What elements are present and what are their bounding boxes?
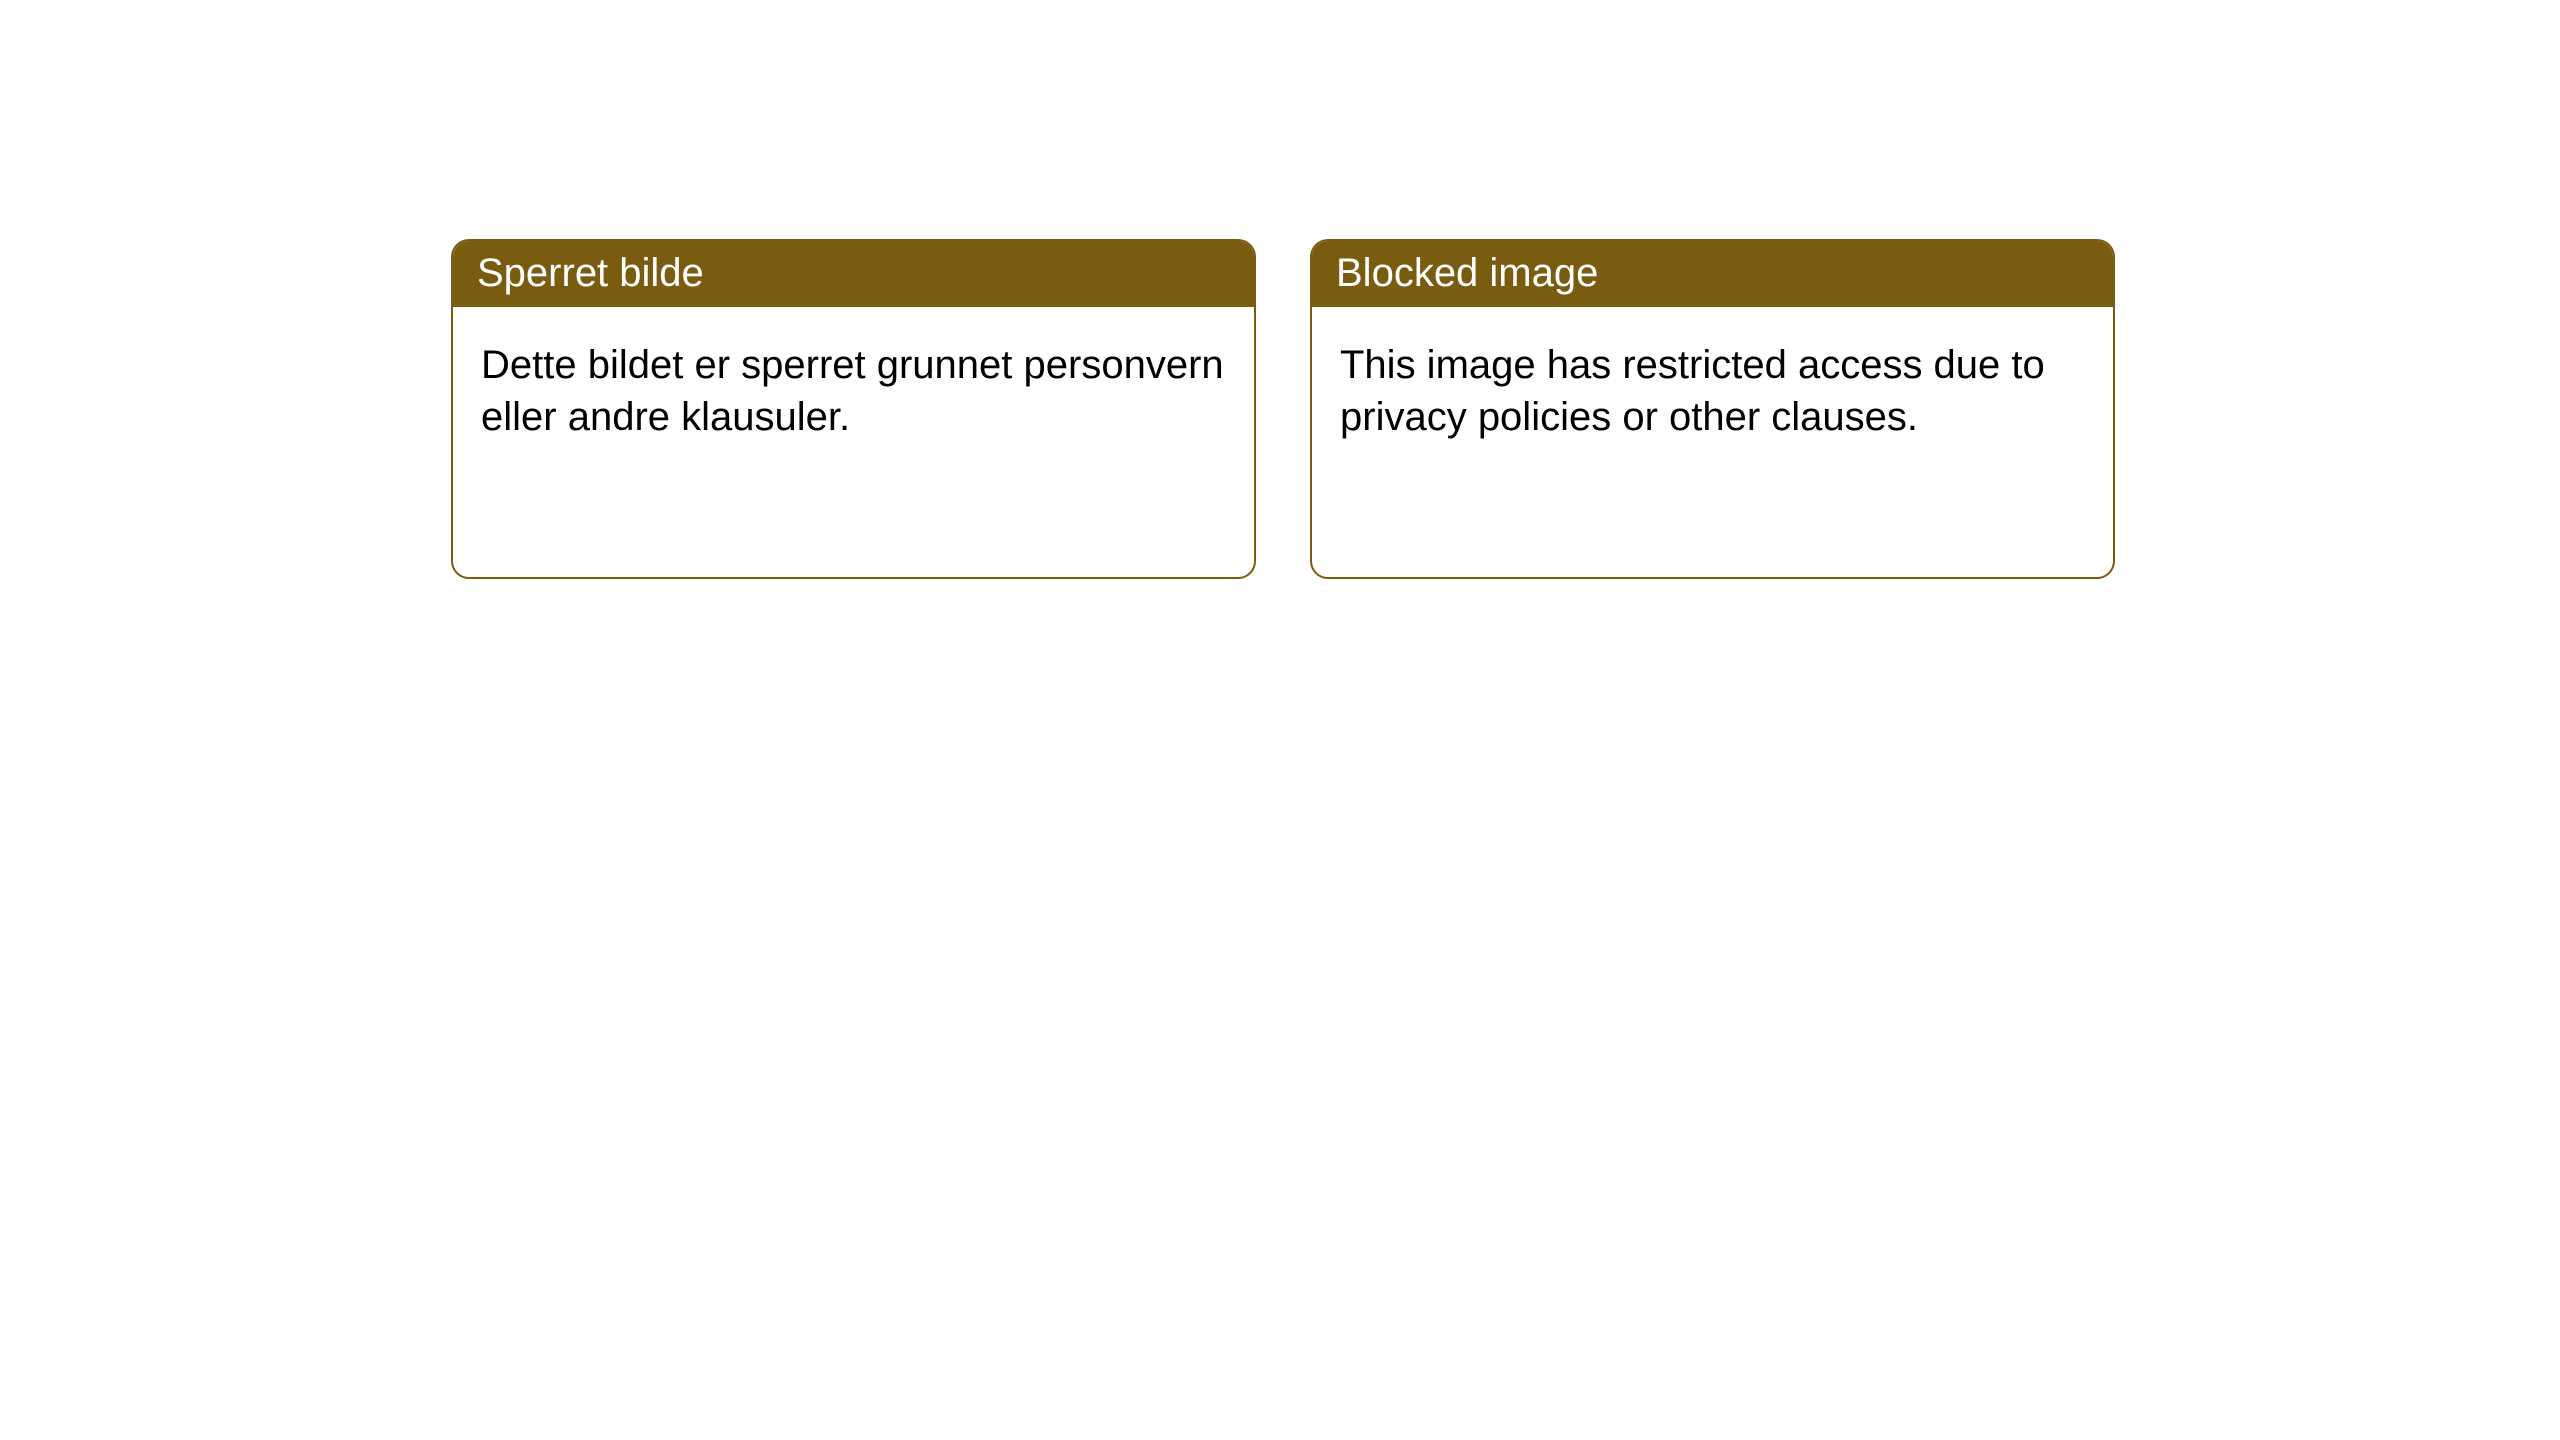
- notice-card-title: Sperret bilde: [453, 241, 1254, 307]
- notice-card-en: Blocked image This image has restricted …: [1310, 239, 2115, 579]
- notice-card-no: Sperret bilde Dette bildet er sperret gr…: [451, 239, 1256, 579]
- notice-card-body: Dette bildet er sperret grunnet personve…: [453, 307, 1254, 471]
- notice-card-title: Blocked image: [1312, 241, 2113, 307]
- notice-card-body: This image has restricted access due to …: [1312, 307, 2113, 471]
- notice-card-container: Sperret bilde Dette bildet er sperret gr…: [451, 239, 2115, 579]
